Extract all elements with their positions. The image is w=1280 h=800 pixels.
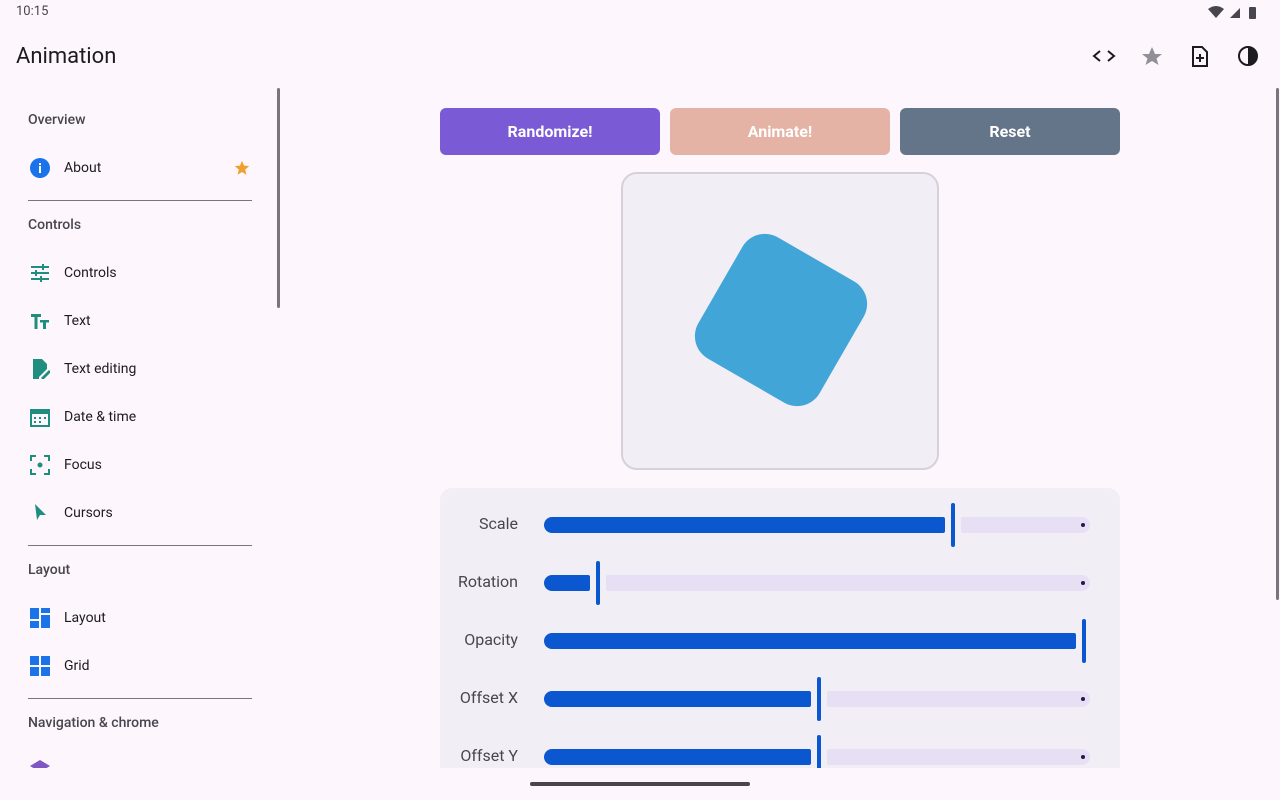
slider-active-track [544, 517, 945, 533]
slider-end-dot [1081, 755, 1085, 759]
nav-item[interactable]: Text [64, 313, 91, 329]
slider-inactive-track [827, 691, 1090, 707]
slider-label: Offset Y [460, 746, 518, 765]
slider-thumb[interactable] [817, 677, 821, 721]
icon [30, 760, 50, 768]
icon [33, 359, 50, 379]
nav-item[interactable]: Focus [64, 457, 102, 473]
divider [28, 698, 252, 699]
slider-label: Rotation [457, 572, 518, 591]
randomize-button[interactable]: Randomize! [440, 108, 660, 155]
divider [28, 200, 252, 201]
section-header: Controls [28, 217, 82, 233]
section-header: Overview [28, 112, 86, 128]
slider-panel: Scale Rotation Opacity Offset X Offset Y [440, 488, 1120, 768]
icon [30, 158, 50, 178]
slider-active-track [544, 633, 1076, 649]
nav-item[interactable]: Layout [64, 610, 106, 626]
slider-inactive-track [827, 749, 1090, 765]
slider-end-dot [1081, 523, 1085, 527]
slider-inactive-track [960, 517, 1090, 533]
sidebar-scrollbar [277, 88, 280, 308]
slider-label: Opacity [464, 630, 518, 649]
slider-thumb[interactable] [817, 735, 821, 768]
preview-box [621, 172, 939, 470]
animated-shape [685, 224, 877, 416]
slider-inactive-track [605, 575, 1090, 591]
slider-end-dot [1081, 581, 1085, 585]
reset-button[interactable]: Reset [900, 108, 1120, 155]
content-scrollbar [1276, 88, 1279, 600]
section-header: Layout [28, 562, 71, 578]
nav-item[interactable]: Date & time [64, 409, 137, 425]
icon [30, 409, 50, 427]
section-header: Navigation & chrome [28, 715, 159, 731]
slider-thumb[interactable] [950, 503, 955, 547]
slider-thumb[interactable] [595, 561, 600, 605]
slider-active-track [544, 749, 811, 765]
favorite-star [234, 160, 250, 175]
nav-item[interactable]: Cursors [64, 505, 113, 521]
status-icons [1208, 6, 1256, 19]
slider-active-track [544, 691, 811, 707]
icon [31, 264, 49, 282]
slider-thumb[interactable] [1082, 619, 1086, 663]
slider-active-track [544, 575, 590, 591]
nav-item[interactable]: Controls [64, 265, 117, 281]
icon [30, 608, 50, 628]
nav-item[interactable]: Grid [64, 658, 90, 674]
nav-item[interactable]: About [64, 160, 102, 176]
icon [31, 314, 49, 329]
slider-label: Offset X [459, 688, 518, 707]
slider-end-dot [1081, 697, 1085, 701]
icon [30, 656, 50, 676]
divider [28, 545, 252, 546]
app-actions[interactable] [1090, 44, 1260, 70]
app-title: Animation [16, 44, 117, 69]
nav-item[interactable]: Text editing [64, 361, 137, 377]
icon [30, 455, 50, 475]
sidebar: Overview About Controls Controls Text Te… [0, 0, 276, 768]
animate-button[interactable]: Animate! [670, 108, 890, 155]
gesture-handle [530, 782, 750, 786]
status-time: 10:15 [16, 4, 49, 19]
slider-label: Scale [479, 514, 518, 533]
icon [35, 504, 46, 520]
